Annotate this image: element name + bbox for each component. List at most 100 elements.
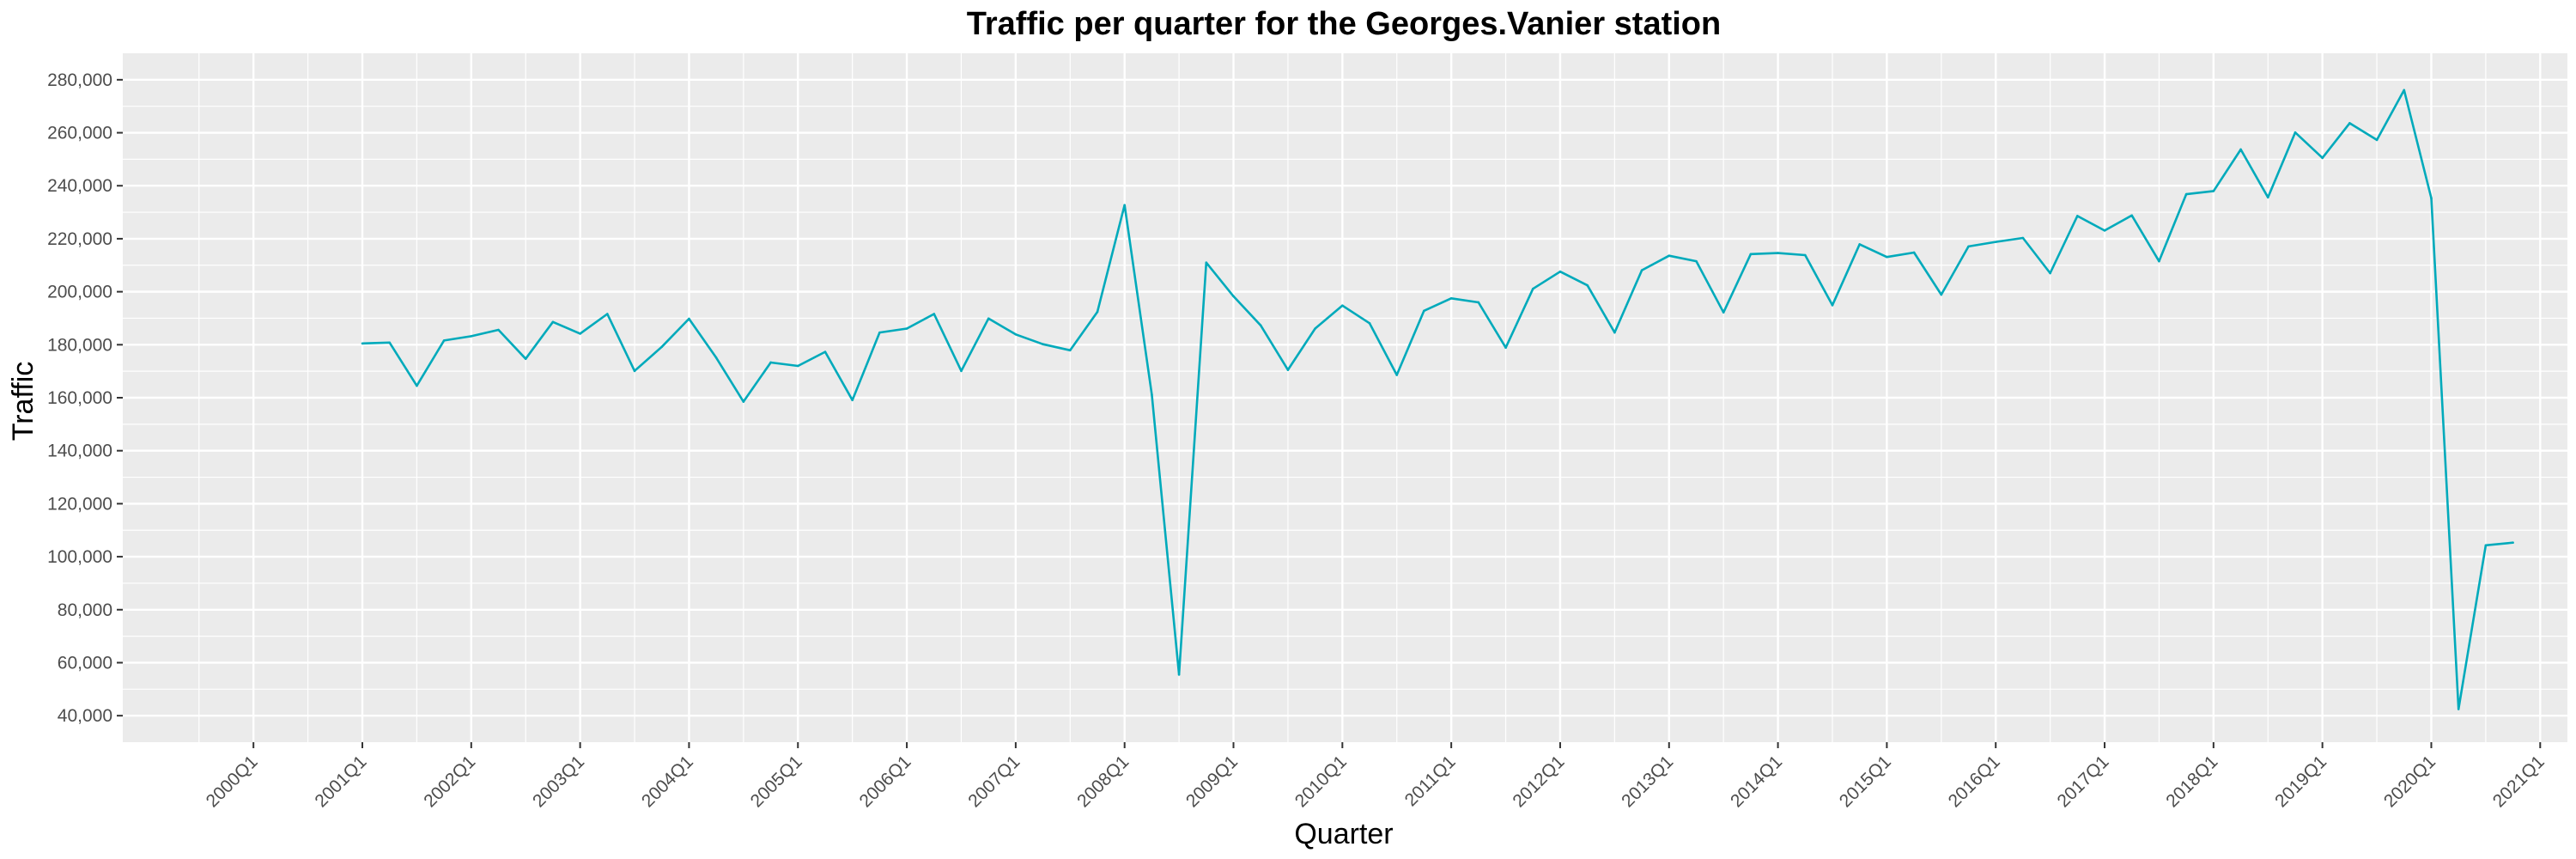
data-point (688, 317, 690, 320)
data-point (1232, 295, 1235, 298)
y-tick-label: 160,000 (47, 388, 112, 408)
data-point (1477, 301, 1480, 304)
data-point (1123, 204, 1126, 207)
data-point (960, 369, 963, 373)
data-point (878, 331, 881, 334)
data-point (1722, 311, 1725, 314)
y-tick-label: 180,000 (47, 335, 112, 355)
data-point (1967, 245, 1970, 248)
data-point (442, 339, 446, 342)
major-gridlines (123, 53, 2567, 742)
data-point (1368, 322, 1371, 325)
data-point (1341, 304, 1344, 307)
data-point (1096, 310, 1099, 314)
data-point (1695, 259, 1698, 263)
data-point (2049, 271, 2051, 275)
data-point (2076, 215, 2079, 217)
data-point (1423, 309, 1425, 313)
data-point (606, 313, 609, 315)
data-point (660, 345, 664, 349)
data-point (579, 332, 581, 335)
data-point (1259, 324, 1262, 327)
data-point (987, 317, 990, 320)
data-point (551, 320, 555, 324)
y-axis: 40,000 60,000 80,000 100,000 120,000 140,000 1… (47, 70, 123, 726)
data-point (2293, 131, 2297, 134)
data-point (1803, 253, 1807, 257)
data-point (742, 400, 745, 403)
data-point (1886, 255, 1888, 259)
data-point (1558, 270, 1562, 273)
y-tick-label: 240,000 (47, 176, 112, 196)
data-point (1177, 673, 1181, 676)
data-point (1994, 241, 1997, 243)
data-point (1504, 346, 1507, 350)
y-tick-label: 40,000 (58, 706, 112, 726)
data-point (1531, 287, 1534, 290)
data-point (1286, 369, 1290, 371)
data-point (1831, 304, 1834, 307)
data-point (1749, 253, 1753, 256)
y-axis-title: Traffic (7, 362, 39, 442)
data-point (2484, 544, 2488, 547)
data-point (2158, 259, 2160, 263)
series-layer (361, 88, 2514, 710)
y-tick-label: 140,000 (47, 442, 112, 461)
data-point (1014, 332, 1018, 336)
data-point (2430, 197, 2433, 200)
data-point (2348, 122, 2351, 125)
data-point (497, 328, 500, 332)
y-tick-label: 260,000 (47, 124, 112, 143)
chart-title: Traffic per quarter for the Georges.Vani… (967, 6, 1721, 42)
y-tick-label: 220,000 (47, 229, 112, 249)
data-point (2321, 156, 2324, 160)
data-point (2212, 190, 2215, 192)
data-point (1042, 343, 1044, 345)
data-point (1777, 252, 1779, 254)
data-point (1668, 254, 1671, 257)
data-point (524, 357, 527, 360)
data-point (1640, 269, 1643, 271)
data-point (1940, 293, 1943, 296)
y-tick-label: 200,000 (47, 283, 112, 302)
data-point (2457, 708, 2460, 710)
data-point (2239, 148, 2242, 151)
y-tick-label: 120,000 (47, 494, 112, 514)
y-tick-label: 280,000 (47, 70, 112, 90)
data-point (1205, 261, 1208, 264)
data-point (851, 399, 854, 402)
data-point (2184, 192, 2188, 196)
data-point (388, 341, 391, 344)
data-point (470, 335, 473, 338)
data-point (2512, 541, 2514, 545)
data-point (633, 369, 636, 373)
series-line (361, 88, 2513, 710)
data-point (933, 313, 936, 315)
data-point (1586, 283, 1589, 287)
data-point (1912, 251, 1916, 254)
x-axis-title: Quarter (1294, 818, 1393, 850)
data-point (1151, 393, 1153, 396)
data-point (1314, 327, 1316, 330)
y-tick-label: 80,000 (58, 600, 112, 620)
data-point (416, 384, 418, 387)
y-tick-label: 60,000 (58, 653, 112, 673)
data-point (2266, 196, 2269, 199)
data-point (905, 327, 908, 330)
data-point (2403, 88, 2406, 92)
data-point (796, 364, 799, 368)
data-point (1449, 297, 1453, 300)
data-point (1068, 349, 1072, 352)
data-point (2103, 229, 2106, 232)
data-point (769, 361, 772, 364)
data-point (823, 350, 827, 353)
y-tick-label: 100,000 (47, 547, 112, 567)
data-point (361, 342, 364, 345)
data-point (1858, 243, 1862, 246)
data-point (2130, 214, 2134, 217)
data-point (1613, 331, 1616, 334)
data-point (714, 356, 718, 359)
data-point (2021, 236, 2025, 240)
data-point (2375, 138, 2379, 142)
